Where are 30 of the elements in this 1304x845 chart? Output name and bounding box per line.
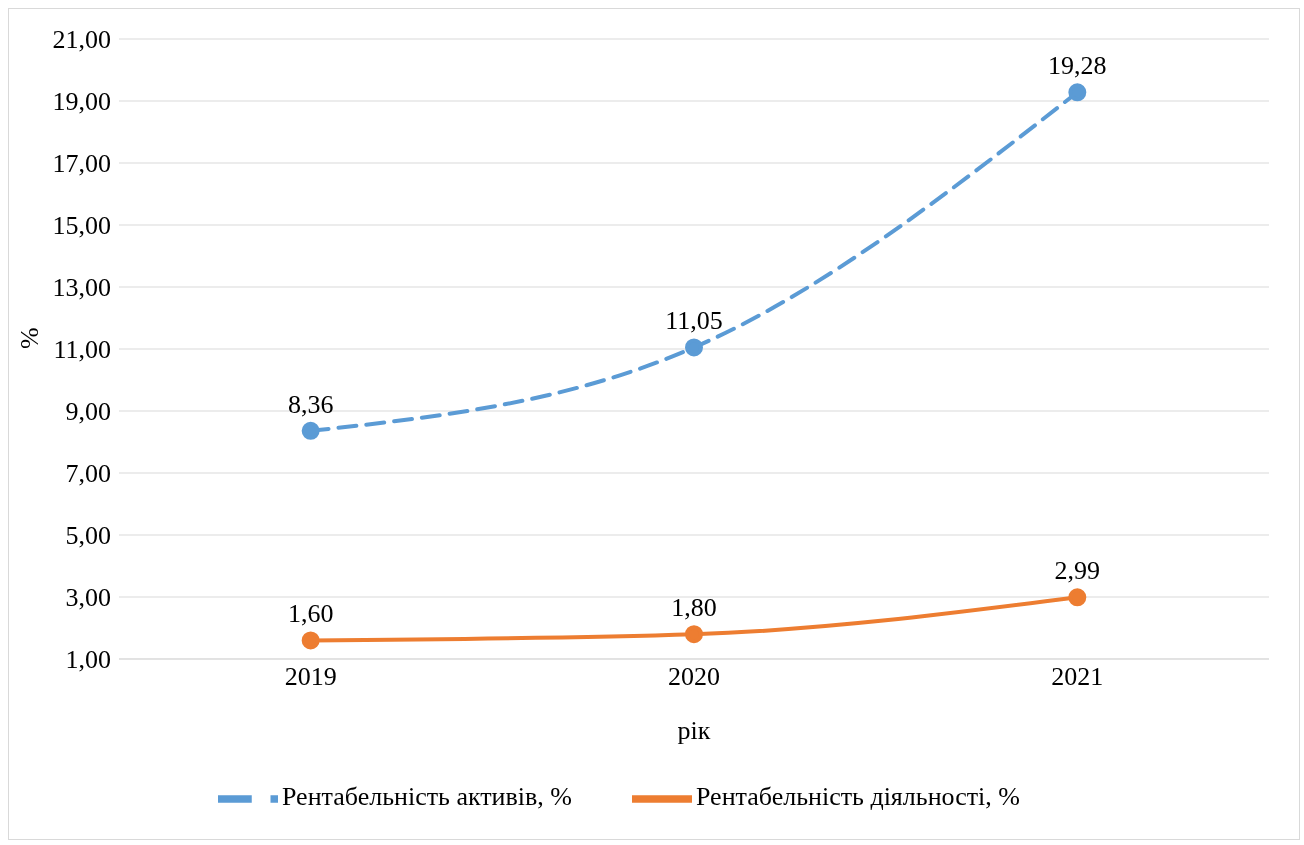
y-tick-label: 9,00 bbox=[65, 397, 111, 427]
y-tick-label: 5,00 bbox=[65, 521, 111, 551]
x-tick-label: 2019 bbox=[284, 662, 337, 692]
y-tick-label: 13,00 bbox=[52, 273, 111, 303]
x-axis-title: рік bbox=[677, 716, 711, 745]
legend-label: Рентабельність діяльності, % bbox=[695, 781, 1021, 811]
point bbox=[685, 338, 703, 357]
y-tick-label: 11,00 bbox=[53, 335, 111, 365]
y-tick-label: 1,00 bbox=[65, 645, 111, 675]
point bbox=[301, 631, 320, 650]
data-label: 19,28 bbox=[1048, 51, 1107, 81]
x-tick-label: 2021 bbox=[1051, 662, 1104, 692]
point bbox=[1068, 588, 1087, 607]
y-tick-label: 21,00 bbox=[52, 25, 111, 55]
y-axis-title: % bbox=[15, 327, 45, 349]
data-label: 8,36 bbox=[287, 389, 334, 419]
y-tick-label: 15,00 bbox=[52, 211, 111, 241]
point bbox=[685, 625, 703, 644]
x-tick-label: 2020 bbox=[668, 662, 720, 692]
y-tick-label: 3,00 bbox=[65, 583, 111, 613]
y-tick-label: 17,00 bbox=[52, 149, 111, 179]
legend-label: Рентабельність активів, % bbox=[281, 781, 572, 811]
data-label: 2,99 bbox=[1054, 556, 1101, 586]
point bbox=[301, 421, 320, 440]
y-tick-label: 19,00 bbox=[52, 87, 111, 117]
data-label: 1,80 bbox=[671, 593, 717, 623]
data-label: 11,05 bbox=[665, 306, 723, 336]
point bbox=[1068, 83, 1087, 102]
y-tick-label: 7,00 bbox=[65, 459, 111, 489]
data-label: 1,60 bbox=[287, 599, 334, 629]
